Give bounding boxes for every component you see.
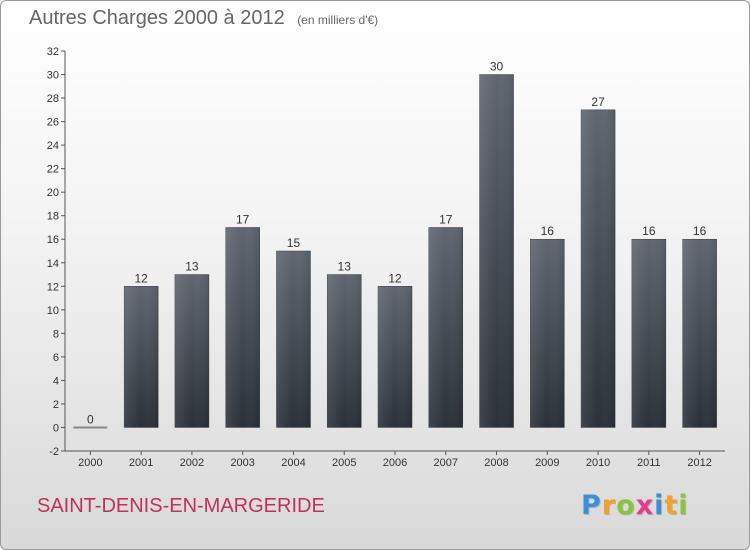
x-tick-label: 2003 (230, 457, 254, 469)
bar-shine (530, 239, 565, 428)
data-label: 13 (185, 260, 199, 274)
chart-title-main: Autres Charges 2000 à 2012 (29, 7, 285, 29)
x-tick-label: 2005 (332, 457, 356, 469)
y-tick-label: 8 (53, 328, 59, 340)
y-tick-label: 24 (47, 140, 59, 152)
y-tick-label: 12 (47, 281, 59, 293)
y-tick-label: 30 (47, 70, 59, 82)
data-label: 12 (388, 271, 402, 285)
bar-shine (276, 251, 311, 428)
logo-letter: r (601, 490, 617, 521)
data-label: 13 (338, 260, 352, 274)
y-tick-label: 26 (47, 117, 59, 129)
bars (73, 74, 717, 429)
bar-shine (378, 286, 412, 428)
data-label: 0 (87, 412, 94, 426)
x-tick-label: 2009 (535, 457, 559, 469)
data-label: 16 (693, 224, 707, 238)
logo-letter: x (635, 490, 655, 521)
bar-shine (479, 74, 514, 428)
x-tick-label: 2008 (484, 457, 508, 469)
y-tick-label: 16 (47, 234, 59, 246)
proxiti-logo: Proxiti (581, 490, 689, 521)
x-tick-label: 2006 (383, 457, 407, 469)
bar-shine (428, 227, 463, 428)
y-tick-label: 22 (47, 164, 59, 176)
x-tick-label: 2004 (281, 457, 305, 469)
logo-letter: i (678, 490, 689, 521)
logo-letter: i (654, 490, 665, 521)
logo-letter: o (616, 490, 636, 521)
bar-shine (174, 274, 209, 428)
y-tick-label: 28 (47, 93, 59, 105)
city-name: SAINT-DENIS-EN-MARGERIDE (37, 495, 325, 517)
x-tick-label: 2010 (586, 457, 610, 469)
bar-shine (124, 286, 159, 428)
x-tick-label: 2011 (637, 457, 661, 469)
chart-title-unit: (en milliers d'€) (297, 13, 379, 27)
y-tick-label: 32 (47, 46, 59, 58)
x-tick-label: 2000 (78, 457, 102, 469)
data-labels: 0 12 13 17 15 13 12 17 30 16 27 16 16 (87, 60, 707, 427)
bar-shine (682, 239, 717, 428)
y-tick-label: 4 (53, 375, 59, 387)
data-label: 17 (236, 212, 250, 226)
y-tick-label: 18 (47, 211, 59, 223)
y-tick-label: -2 (49, 446, 59, 458)
data-label: 15 (287, 236, 301, 250)
y-tick-label: 20 (47, 187, 59, 199)
x-tick-label: 2002 (180, 457, 204, 469)
y-tick-label: 10 (47, 305, 59, 317)
y-tick-label: 2 (53, 399, 59, 411)
chart-title: Autres Charges 2000 à 2012 (en milliers … (29, 7, 378, 30)
data-label: 17 (439, 212, 453, 226)
bar-shine (631, 239, 666, 428)
bar-shine (327, 274, 362, 428)
y-tick-label: 0 (53, 422, 59, 434)
data-label: 16 (642, 224, 656, 238)
y-tick-label: 14 (47, 258, 59, 270)
x-tick-label: 2012 (687, 457, 711, 469)
data-label: 16 (541, 224, 555, 238)
x-tick-label: 2007 (434, 457, 458, 469)
bar-shine (225, 227, 260, 428)
data-label: 12 (134, 271, 148, 285)
bar-shine (581, 109, 616, 428)
logo-letter: P (581, 490, 602, 521)
y-tick-label: 6 (53, 352, 59, 364)
logo-letter: t (664, 490, 679, 521)
data-label: 27 (591, 95, 605, 109)
data-label: 30 (490, 60, 504, 74)
x-tick-label: 2001 (129, 457, 153, 469)
